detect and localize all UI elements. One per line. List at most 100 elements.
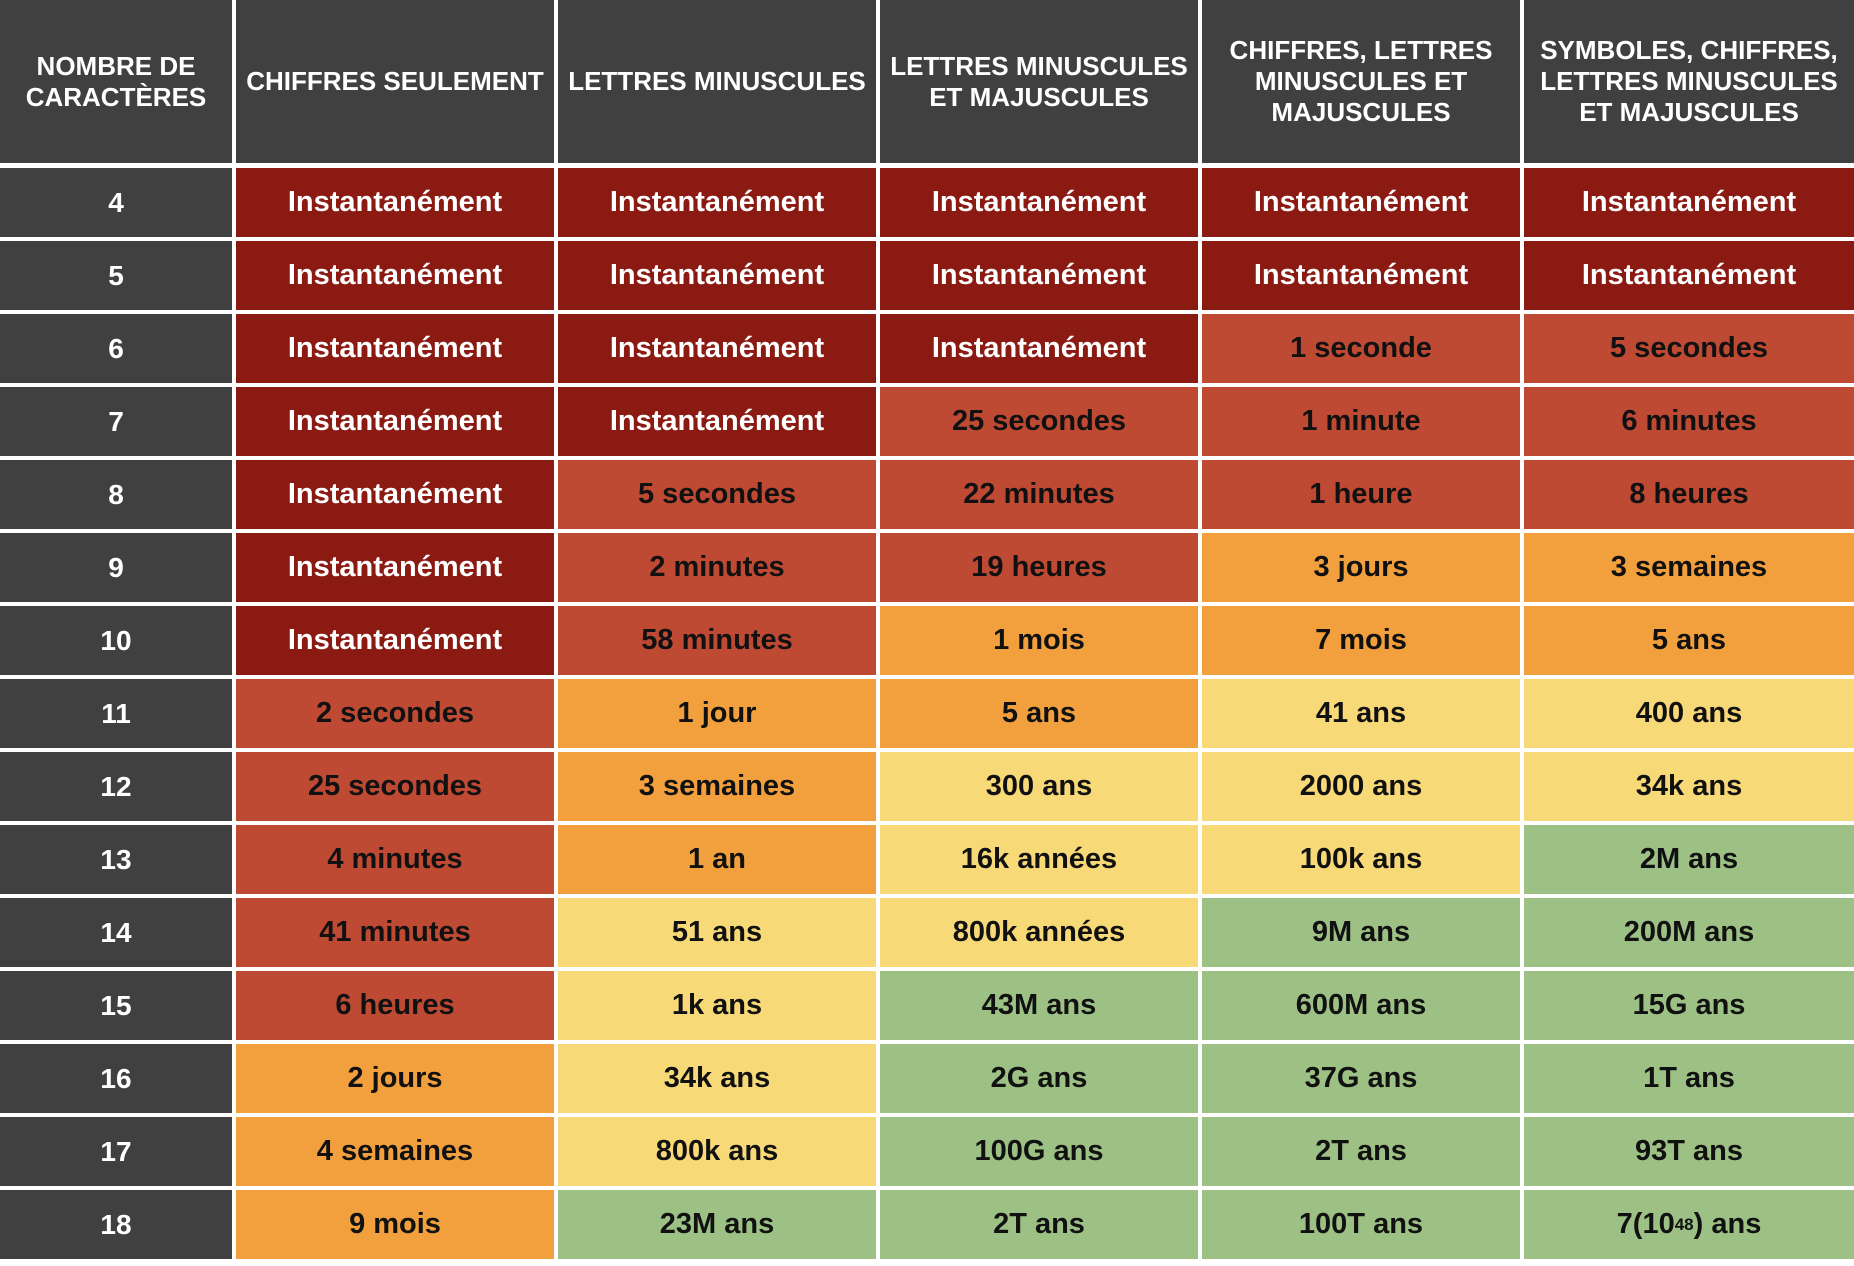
table-cell: 58 minutes: [558, 606, 880, 679]
row-label-17: 17: [0, 1117, 236, 1190]
cell-text: 5 secondes: [1610, 332, 1768, 364]
cell-text: 1 minute: [1301, 405, 1421, 437]
cell-text: 15G ans: [1632, 989, 1746, 1021]
cell-text: 9M ans: [1311, 916, 1411, 948]
table-cell: 7 mois: [1202, 606, 1524, 679]
table-cell: Instantanément: [236, 241, 558, 314]
table-cell: Instantanément: [236, 533, 558, 606]
cell-text: Instantanément: [931, 332, 1147, 364]
cell-text: 800k années: [952, 916, 1126, 948]
table-cell: 2 secondes: [236, 679, 558, 752]
table-cell: Instantanément: [880, 241, 1202, 314]
table-cell: 9M ans: [1202, 898, 1524, 971]
cell-text: 93T ans: [1635, 1135, 1743, 1167]
cell-text: 41 minutes: [319, 916, 471, 948]
row-label-14: 14: [0, 898, 236, 971]
table-cell: 5 secondes: [1524, 314, 1854, 387]
cell-text: 34k ans: [1635, 770, 1743, 802]
cell-text: 800k ans: [655, 1135, 779, 1167]
table-cell: Instantanément: [558, 168, 880, 241]
cell-text: 600M ans: [1295, 989, 1427, 1021]
cell-text: 1 seconde: [1290, 332, 1432, 364]
cell-text: 41 ans: [1315, 697, 1407, 729]
header-lowercase: LETTRES MINUSCULES: [558, 0, 880, 168]
cell-text: 4 minutes: [327, 843, 463, 875]
table-cell: 2 minutes: [558, 533, 880, 606]
cell-text: 34k ans: [663, 1062, 771, 1094]
cell-text: 25 secondes: [951, 405, 1127, 437]
table-cell: Instantanément: [1202, 241, 1524, 314]
cell-text: Instantanément: [609, 186, 825, 218]
table-cell: Instantanément: [558, 241, 880, 314]
cell-text: Instantanément: [931, 259, 1147, 291]
table-cell: 37G ans: [1202, 1044, 1524, 1117]
table-cell: 3 semaines: [558, 752, 880, 825]
row-label-10: 10: [0, 606, 236, 679]
table-cell: Instantanément: [1202, 168, 1524, 241]
table-cell: Instantanément: [236, 460, 558, 533]
table-cell: 8 heures: [1524, 460, 1854, 533]
row-label-16: 16: [0, 1044, 236, 1117]
table-cell: 600M ans: [1202, 971, 1524, 1044]
table-cell: 400 ans: [1524, 679, 1854, 752]
cell-text: 51 ans: [671, 916, 763, 948]
row-label-8: 8: [0, 460, 236, 533]
cell-text: 100G ans: [974, 1135, 1104, 1167]
table-cell: 5 secondes: [558, 460, 880, 533]
cell-text: 1T ans: [1643, 1062, 1735, 1094]
table-cell: Instantanément: [1524, 241, 1854, 314]
cell-text: Instantanément: [287, 259, 503, 291]
cell-text: 2T ans: [993, 1208, 1085, 1240]
table-cell: 1 seconde: [1202, 314, 1524, 387]
table-cell: 9 mois: [236, 1190, 558, 1263]
table-cell: 3 semaines: [1524, 533, 1854, 606]
table-cell: 23M ans: [558, 1190, 880, 1263]
header-character-count: NOMBRE DE CARACTÈRES: [0, 0, 236, 168]
row-label-7: 7: [0, 387, 236, 460]
table-cell: 1 jour: [558, 679, 880, 752]
cell-text: 25 secondes: [307, 770, 483, 802]
cell-text: 100T ans: [1298, 1208, 1424, 1240]
cell-text: Instantanément: [609, 332, 825, 364]
cell-text: 6 heures: [335, 989, 455, 1021]
row-label-4: 4: [0, 168, 236, 241]
cell-text: 1 mois: [993, 624, 1085, 656]
cell-text: 58 minutes: [641, 624, 793, 656]
table-cell: Instantanément: [236, 387, 558, 460]
table-cell: 5 ans: [1524, 606, 1854, 679]
table-cell: 34k ans: [1524, 752, 1854, 825]
table-cell: 100k ans: [1202, 825, 1524, 898]
table-cell: 25 secondes: [236, 752, 558, 825]
table-cell: Instantanément: [236, 606, 558, 679]
table-cell: Instantanément: [558, 314, 880, 387]
cell-text: 1 jour: [677, 697, 757, 729]
cell-text: 3 semaines: [638, 770, 796, 802]
table-cell: 6 heures: [236, 971, 558, 1044]
cell-text: 3 semaines: [1610, 551, 1768, 583]
table-cell: 41 ans: [1202, 679, 1524, 752]
table-cell: Instantanément: [236, 168, 558, 241]
table-cell: 1 heure: [1202, 460, 1524, 533]
table-cell: 7(10 48) ans: [1524, 1190, 1854, 1263]
table-cell: 300 ans: [880, 752, 1202, 825]
table-cell: 93T ans: [1524, 1117, 1854, 1190]
table-cell: 2000 ans: [1202, 752, 1524, 825]
cell-text: 100k ans: [1299, 843, 1423, 875]
cell-text: Instantanément: [931, 186, 1147, 218]
cell-text: Instantanément: [287, 186, 503, 218]
table-cell: 22 minutes: [880, 460, 1202, 533]
row-label-9: 9: [0, 533, 236, 606]
table-cell: 2 jours: [236, 1044, 558, 1117]
cell-text: Instantanément: [287, 624, 503, 656]
cell-text-tail: ) ans: [1693, 1208, 1762, 1240]
cell-text: Instantanément: [287, 405, 503, 437]
table-cell: Instantanément: [880, 314, 1202, 387]
row-label-11: 11: [0, 679, 236, 752]
cell-text: Instantanément: [609, 259, 825, 291]
cell-text: Instantanément: [1581, 259, 1797, 291]
cell-text: 4 semaines: [316, 1135, 474, 1167]
cell-text: Instantanément: [287, 332, 503, 364]
cell-text: 200M ans: [1623, 916, 1755, 948]
cell-text: 2 minutes: [649, 551, 785, 583]
cell-text: Instantanément: [1253, 259, 1469, 291]
